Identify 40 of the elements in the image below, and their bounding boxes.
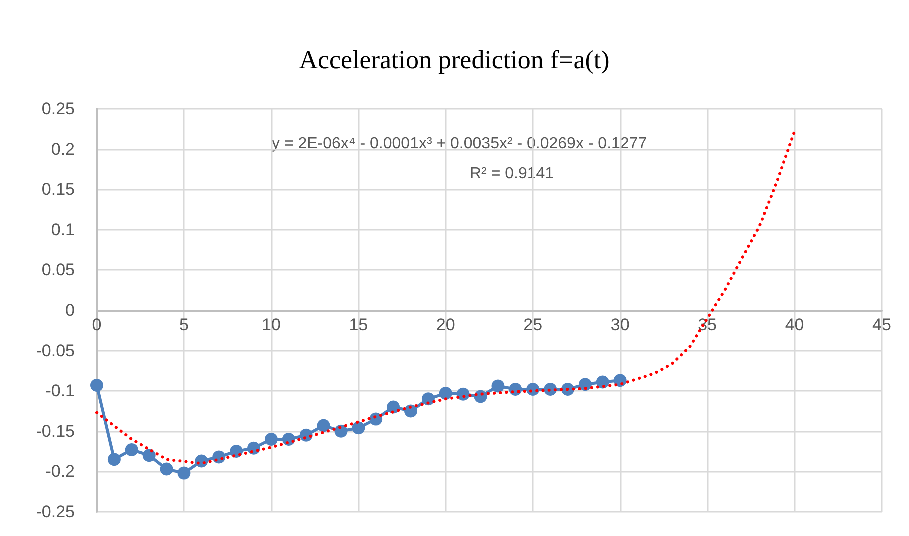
x-tick-label: 30 (610, 316, 630, 334)
y-tick-label: -0.2 (46, 462, 75, 482)
point (264, 432, 278, 446)
y-tick-label: -0.25 (36, 502, 75, 522)
x-tick-label: 25 (524, 316, 543, 334)
annotation: R² = 0.9141 (470, 166, 554, 182)
x-tick-label: 10 (262, 316, 281, 334)
point (492, 380, 505, 393)
chart-title: Acceleration prediction f=a(t) (299, 46, 610, 74)
y-tick-label: 0.2 (51, 140, 75, 159)
x-tick-label: 5 (179, 316, 189, 334)
point (178, 466, 191, 480)
y-tick-label: -0.05 (36, 341, 75, 360)
point (317, 419, 330, 432)
point (578, 378, 592, 392)
x-tick-label: 15 (349, 316, 368, 334)
point (108, 453, 121, 466)
point (160, 462, 174, 476)
point (142, 449, 156, 462)
point (334, 424, 348, 438)
point (422, 392, 435, 406)
y-tick-label: 0.05 (42, 260, 75, 280)
point (387, 400, 400, 414)
y-tick-label: -0.15 (36, 422, 75, 441)
x-tick-label: 40 (785, 316, 804, 334)
x-tick-label: 45 (872, 316, 892, 334)
point (404, 404, 418, 418)
point (596, 376, 610, 389)
point (614, 374, 627, 388)
point (352, 422, 366, 435)
y-tick-label: 0.25 (42, 100, 75, 118)
y-tick-label: -0.1 (46, 382, 75, 401)
point (90, 378, 104, 392)
point (125, 443, 138, 456)
y-tick-label: 0.1 (51, 220, 75, 240)
x-tick-label: 0 (92, 316, 102, 334)
x-tick-label: 20 (436, 316, 456, 334)
y-tick-label: 0 (66, 301, 75, 320)
point (439, 387, 452, 400)
y-tick-label: 0.15 (42, 180, 75, 200)
